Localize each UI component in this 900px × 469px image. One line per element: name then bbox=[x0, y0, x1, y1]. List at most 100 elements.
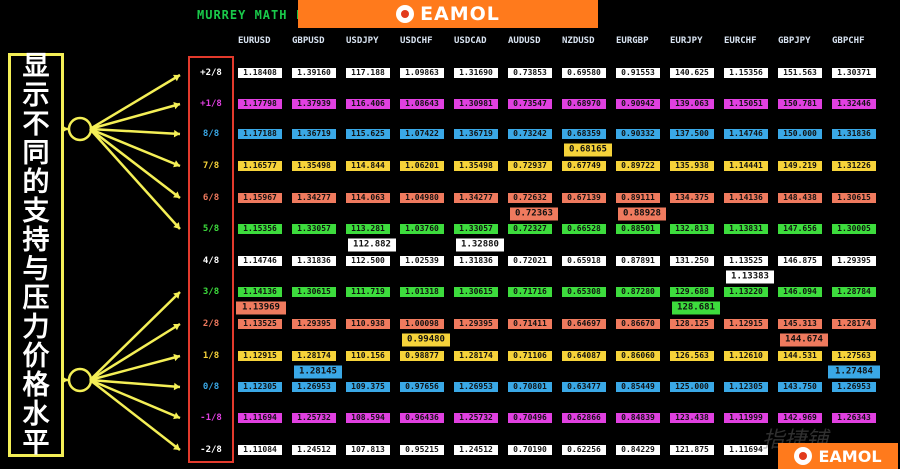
level-price-cell: 1.29395 bbox=[454, 319, 498, 329]
level-price-cell: 1.09863 bbox=[400, 68, 444, 78]
level-price-cell: 1.24512 bbox=[454, 445, 498, 455]
level-price-cell: 1.36719 bbox=[292, 129, 336, 139]
brand-banner-bottom: EAMOL bbox=[778, 443, 898, 469]
level-price-cell: 0.63477 bbox=[562, 382, 606, 392]
level-price-cell: 1.06201 bbox=[400, 161, 444, 171]
level-price-cell: 0.90942 bbox=[616, 99, 660, 109]
level-price-cell: 108.594 bbox=[346, 413, 390, 423]
level-price-cell: 143.750 bbox=[778, 382, 822, 392]
level-price-cell: 1.30615 bbox=[454, 287, 498, 297]
level-price-cell: 0.72632 bbox=[508, 193, 552, 203]
level-price-cell: 1.33057 bbox=[292, 224, 336, 234]
level-price-cell: 0.86670 bbox=[616, 319, 660, 329]
arrow-line bbox=[89, 378, 181, 420]
level-price-cell: 1.07422 bbox=[400, 129, 444, 139]
level-price-cell: 1.03760 bbox=[400, 224, 444, 234]
arrow-line bbox=[89, 127, 181, 168]
arrow-line bbox=[89, 127, 181, 136]
side-label-box: 显示不同的支持与压力价格水平 bbox=[8, 52, 64, 458]
level-price-cell: 0.87891 bbox=[616, 256, 660, 266]
level-price-cell: 142.969 bbox=[778, 413, 822, 423]
side-label-char: 同 bbox=[22, 138, 50, 169]
arrow-head-icon bbox=[173, 222, 180, 229]
level-price-cell: 110.938 bbox=[346, 319, 390, 329]
current-price-marker-usdjpy: 112.882 bbox=[348, 238, 396, 252]
level-label: 2/8 bbox=[202, 319, 220, 329]
arrow-line bbox=[89, 128, 181, 199]
level-price-cell: 117.188 bbox=[346, 68, 390, 78]
level-label: 3/8 bbox=[202, 287, 220, 297]
level-price-cell: 0.65308 bbox=[562, 287, 606, 297]
side-label-char: 力 bbox=[22, 312, 50, 343]
level-price-cell: 1.12915 bbox=[724, 319, 768, 329]
level-price-cell: 1.28174 bbox=[832, 319, 876, 329]
side-label-char: 格 bbox=[22, 370, 50, 401]
level-label: +1/8 bbox=[200, 99, 222, 109]
arrow-line bbox=[89, 378, 181, 389]
current-price-marker-eurusd: 1.13969 bbox=[236, 301, 286, 315]
level-price-cell: 1.00098 bbox=[400, 319, 444, 329]
brand-logo-icon bbox=[396, 5, 415, 23]
level-price-cell: 1.30981 bbox=[454, 99, 498, 109]
arrow-line bbox=[89, 379, 181, 451]
level-label: -1/8 bbox=[200, 413, 222, 423]
level-price-cell: 144.531 bbox=[778, 351, 822, 361]
indicator-title: MURREY MATH L bbox=[197, 8, 304, 22]
level-price-cell: 1.17798 bbox=[238, 99, 282, 109]
level-price-cell: 0.95215 bbox=[400, 445, 444, 455]
level-price-cell: 1.37939 bbox=[292, 99, 336, 109]
level-price-cell: 1.14136 bbox=[238, 287, 282, 297]
level-price-cell: 0.64087 bbox=[562, 351, 606, 361]
level-label: 4/8 bbox=[202, 256, 220, 266]
level-price-cell: 1.34277 bbox=[454, 193, 498, 203]
arrow-head-icon bbox=[173, 382, 180, 391]
arrow-head-icon bbox=[173, 74, 180, 82]
level-price-cell: 1.31836 bbox=[454, 256, 498, 266]
level-price-cell: 1.11694 bbox=[238, 413, 282, 423]
side-label-char: 压 bbox=[22, 283, 50, 314]
level-price-cell: 0.88501 bbox=[616, 224, 660, 234]
level-price-cell: 0.91553 bbox=[616, 68, 660, 78]
level-price-cell: 110.156 bbox=[346, 351, 390, 361]
level-price-cell: 1.12305 bbox=[238, 382, 282, 392]
level-price-cell: 1.30615 bbox=[832, 193, 876, 203]
pair-header-eurusd: EURUSD bbox=[238, 36, 271, 46]
level-price-cell: 0.73547 bbox=[508, 99, 552, 109]
level-price-cell: 132.813 bbox=[670, 224, 714, 234]
arrow-line bbox=[89, 102, 181, 131]
level-price-cell: 1.35498 bbox=[454, 161, 498, 171]
level-label: 6/8 bbox=[202, 193, 220, 203]
level-price-cell: 1.28174 bbox=[454, 351, 498, 361]
brand-logo-icon bbox=[794, 447, 813, 465]
arrow-head-icon bbox=[173, 129, 180, 138]
level-price-cell: 1.18408 bbox=[238, 68, 282, 78]
level-price-cell: 0.72327 bbox=[508, 224, 552, 234]
side-label-char: 的 bbox=[22, 167, 50, 198]
pair-header-usdchf: USDCHF bbox=[400, 36, 433, 46]
arrow-line bbox=[89, 291, 181, 381]
level-price-cell: 0.67139 bbox=[562, 193, 606, 203]
level-price-cell: 149.219 bbox=[778, 161, 822, 171]
level-price-cell: 1.13525 bbox=[238, 319, 282, 329]
level-price-cell: 1.30615 bbox=[292, 287, 336, 297]
level-price-cell: 0.97656 bbox=[400, 382, 444, 392]
arrow-head-icon bbox=[173, 353, 180, 362]
level-price-cell: 1.25732 bbox=[454, 413, 498, 423]
level-price-cell: 0.67749 bbox=[562, 161, 606, 171]
arrow-head-icon bbox=[173, 323, 180, 331]
brand-name: EAMOL bbox=[818, 446, 882, 466]
level-price-cell: 131.250 bbox=[670, 256, 714, 266]
level-price-cell: 107.813 bbox=[346, 445, 390, 455]
level-price-cell: 112.500 bbox=[346, 256, 390, 266]
level-price-cell: 1.08643 bbox=[400, 99, 444, 109]
level-price-cell: 0.89722 bbox=[616, 161, 660, 171]
level-price-cell: 0.98877 bbox=[400, 351, 444, 361]
side-label-char: 支 bbox=[22, 196, 50, 227]
level-price-cell: 113.281 bbox=[346, 224, 390, 234]
level-price-cell: 0.70496 bbox=[508, 413, 552, 423]
current-price-marker-eurchf: 1.13383 bbox=[726, 270, 774, 283]
level-price-cell: 148.438 bbox=[778, 193, 822, 203]
brand-name: EAMOL bbox=[420, 3, 500, 25]
level-price-cell: 150.781 bbox=[778, 99, 822, 109]
pair-header-eurgbp: EURGBP bbox=[616, 36, 649, 46]
